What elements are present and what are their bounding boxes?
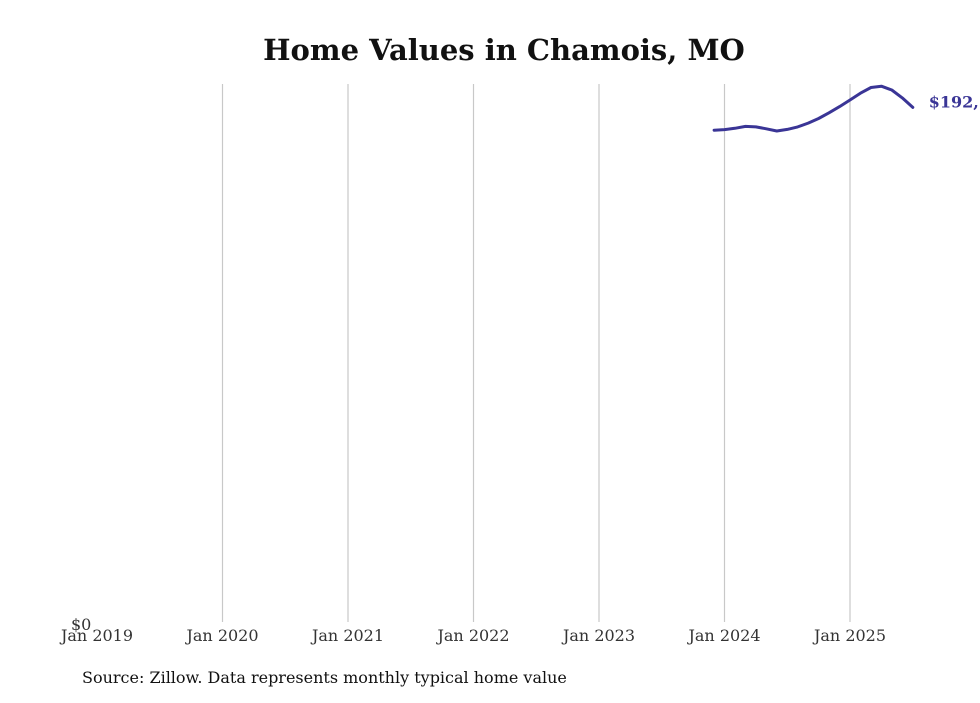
x-tick-label: Jan 2022 [435, 626, 509, 645]
chart-title: Home Values in Chamois, MO [263, 33, 745, 67]
x-tick-label: Jan 2020 [184, 626, 258, 645]
end-value-label: $192,3 [929, 92, 980, 111]
gridlines [221, 84, 851, 622]
x-tick-label: Jan 2021 [310, 626, 384, 645]
source-note: Source: Zillow. Data represents monthly … [82, 668, 567, 687]
y-zero-label: $0 [71, 615, 91, 634]
x-tick-label: Jan 2019 [59, 626, 133, 645]
series-line [712, 84, 915, 133]
series-group: $192,3 [712, 84, 980, 133]
x-tick-label: Jan 2024 [686, 626, 760, 645]
x-tick-label: Jan 2023 [561, 626, 635, 645]
x-axis-ticks: Jan 2019 Jan 2020 Jan 2021 Jan 2022 Jan 2023… [59, 626, 886, 645]
x-tick-label: Jan 2025 [812, 626, 886, 645]
